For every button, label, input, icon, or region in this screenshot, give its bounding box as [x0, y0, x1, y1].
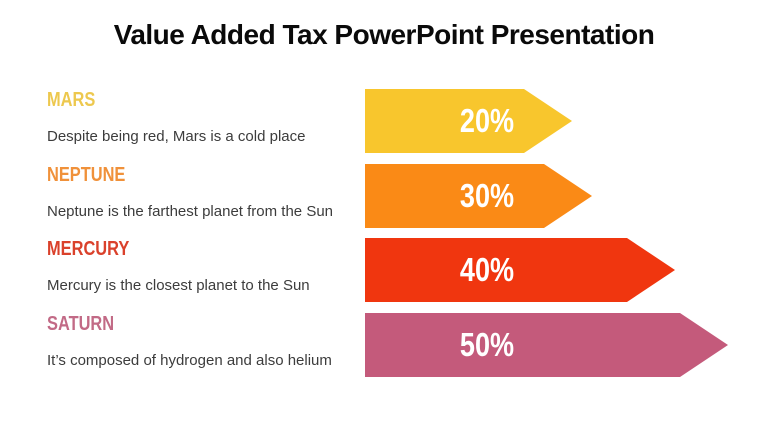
planet-row-mars: MARS Despite being red, Mars is a cold p…: [0, 89, 768, 153]
percentage-label-mars: 20%: [459, 102, 515, 139]
percentage-arrow-mars: 20%: [365, 89, 572, 153]
planet-description-mercury: Mercury is the closest planet to the Sun: [47, 277, 310, 294]
percentage-label-saturn: 50%: [459, 326, 515, 363]
planet-heading-saturn: SATURN: [47, 313, 115, 335]
percentage-label-neptune: 30%: [459, 177, 515, 214]
planet-description-neptune: Neptune is the farthest planet from the …: [47, 203, 334, 220]
planet-row-mercury: MERCURY Mercury is the closest planet to…: [0, 238, 768, 302]
planet-description-mars: Despite being red, Mars is a cold place: [47, 128, 306, 145]
planet-heading-neptune: NEPTUNE: [47, 164, 126, 186]
percentage-arrow-mercury: 40%: [365, 238, 675, 302]
percentage-arrow-saturn: 50%: [365, 313, 728, 377]
planet-heading-mercury: MERCURY: [47, 238, 130, 260]
planet-row-neptune: NEPTUNE Neptune is the farthest planet f…: [0, 164, 768, 228]
percentage-arrow-neptune: 30%: [365, 164, 592, 228]
slide-title: Value Added Tax PowerPoint Presentation: [113, 19, 655, 50]
planet-row-saturn: SATURN It’s composed of hydrogen and als…: [0, 313, 768, 377]
percentage-label-mercury: 40%: [459, 251, 515, 288]
planet-description-saturn: It’s composed of hydrogen and also heliu…: [47, 352, 332, 369]
planet-heading-mars: MARS: [47, 89, 96, 111]
